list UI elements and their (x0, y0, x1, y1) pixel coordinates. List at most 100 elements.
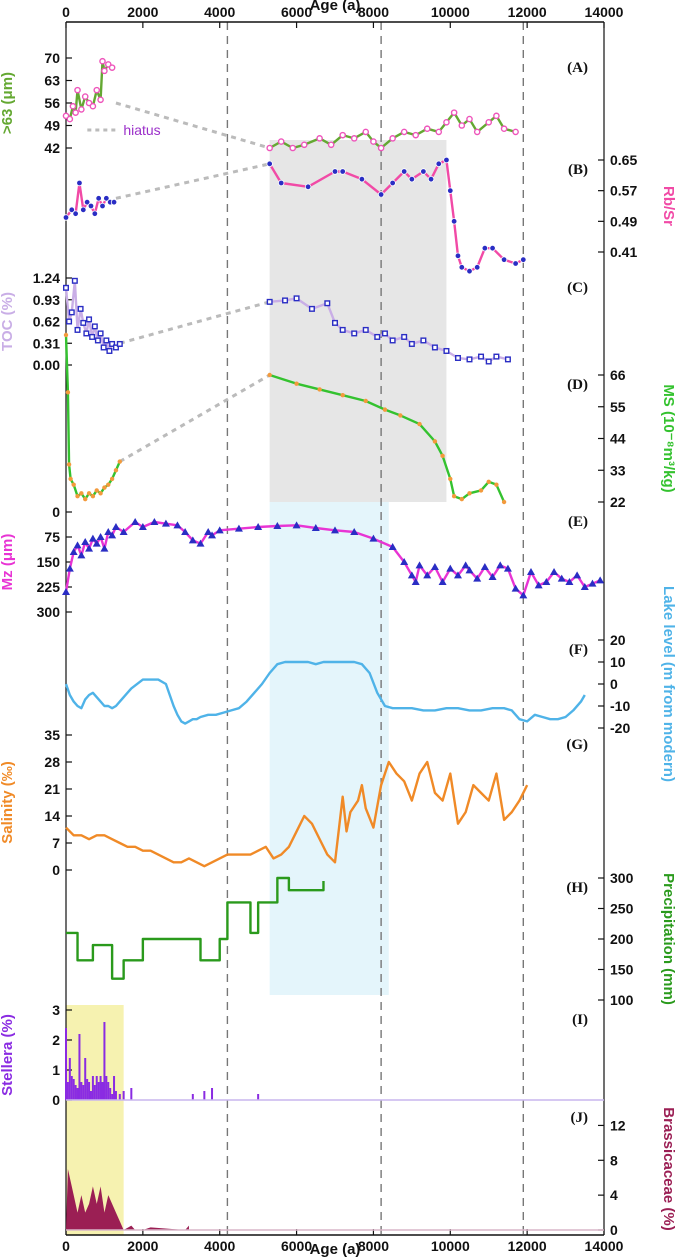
panel-E-point-0-60 (580, 583, 589, 590)
panel-E-point-0-48 (488, 573, 497, 580)
panel-G-ytick-label-2: 21 (44, 781, 60, 797)
panel-D-point-0-13 (106, 482, 111, 487)
panel-C-point-0-9 (89, 333, 96, 340)
panel-A-point-1-0 (266, 144, 273, 152)
panel-A-point-1-20 (473, 128, 481, 136)
panel-E-point-0-26 (234, 524, 243, 532)
panel-E-point-0-5 (81, 538, 90, 545)
panel-E-point-0-11 (104, 528, 113, 535)
panel-E-point-0-1 (65, 564, 74, 572)
bottom-tick-label-2: 4000 (204, 1238, 235, 1254)
panel-F-ylabel: Lake level (m from modern) (660, 586, 677, 782)
panel-E-point-0-55 (542, 578, 551, 585)
panel-A-point-1-8 (362, 128, 370, 136)
panel-D-point-0-4 (71, 482, 76, 487)
panel-D-point-1-12 (459, 496, 465, 502)
panel-E-point-0-54 (534, 581, 543, 589)
panel-C-point-1-7 (351, 330, 358, 337)
panel-I-ytick-label-2: 1 (52, 1062, 60, 1078)
panel-H-label: (H) (566, 880, 588, 896)
panel-J-ytick-label-1: 8 (610, 1152, 618, 1168)
panel-A-point-1-15 (435, 128, 443, 136)
panel-E-point-0-46 (473, 574, 482, 582)
panel-H-ytick-label-3: 150 (610, 962, 634, 978)
panel-G-ylabel: Salinity (‰) (0, 761, 16, 844)
panel-E-point-0-33 (369, 534, 378, 542)
panel-A-point-1-2 (289, 144, 297, 152)
panel-B-point-0-10 (103, 195, 110, 202)
panel-C-point-1-5 (332, 319, 339, 326)
panel-A-point-0-2 (69, 102, 77, 110)
panel-J-ytick-label-2: 4 (610, 1187, 618, 1203)
panel-E-point-0-17 (150, 518, 159, 525)
panel-C-point-1-21 (493, 353, 500, 360)
panel-E-point-0-23 (204, 528, 213, 535)
panel-A-ytick-label-4: 42 (44, 140, 60, 156)
top-tick-label-1: 2000 (127, 4, 158, 20)
panel-D-point-1-13 (467, 491, 472, 496)
panel-E-point-0-7 (88, 534, 97, 542)
panel-B-point-1-10 (420, 168, 427, 175)
panel-B-point-1-12 (435, 160, 442, 168)
panel-D-ytick-label-0: 66 (610, 367, 626, 383)
panel-B-point-1-5 (358, 175, 366, 183)
panel-D-point-0-0 (63, 332, 69, 338)
panel-E-ytick-label-4: 300 (37, 604, 61, 620)
panel-C-ytick-label-1: 0.93 (33, 292, 60, 308)
panel-A-point-1-12 (400, 128, 408, 136)
panel-E-point-0-34 (388, 543, 397, 550)
panel-C-point-0-12 (97, 330, 104, 337)
panel-B-point-1-14 (447, 187, 454, 194)
panel-H-ytick-label-0: 300 (610, 870, 634, 886)
panel-A-label: (A) (567, 60, 588, 76)
panel-C-point-0-8 (86, 316, 93, 323)
panel-D-point-1-15 (486, 479, 491, 484)
panel-C-point-1-8 (362, 326, 369, 333)
panel-C-ylabel: TOC (%) (0, 292, 16, 351)
top-tick-label-3: 6000 (281, 4, 312, 20)
panel-E-point-0-2 (69, 548, 78, 555)
panel-C-point-1-15 (431, 344, 438, 351)
panel-A-point-1-24 (512, 128, 519, 136)
panel-C-point-1-19 (478, 353, 485, 360)
panel-C-point-0-7 (83, 330, 90, 337)
panel-D-point-0-14 (109, 476, 115, 482)
panel-C-point-1-16 (443, 347, 450, 354)
panel-G-ytick-label-4: 7 (52, 835, 60, 851)
panel-C-point-0-10 (91, 323, 98, 330)
panel-D-point-0-3 (68, 476, 73, 482)
panel-B-label: (B) (568, 162, 588, 178)
panel-A-point-1-17 (450, 109, 458, 116)
panel-A-point-1-3 (300, 141, 308, 149)
panel-A-point-1-18 (458, 122, 466, 129)
panel-B-point-1-21 (489, 244, 496, 252)
panel-E-point-0-18 (161, 519, 170, 527)
panel-D-label: (D) (567, 377, 588, 393)
top-tick-label-5: 10000 (431, 4, 470, 20)
panel-D-point-1-11 (451, 494, 457, 499)
panel-E-point-0-28 (273, 522, 282, 529)
panel-A-point-0-3 (72, 109, 79, 116)
panel-A-point-1-14 (423, 125, 431, 133)
panel-D-point-1-17 (501, 499, 507, 505)
panel-C-point-1-2 (293, 295, 300, 302)
panel-D-point-1-2 (317, 387, 322, 392)
top-tick-label-2: 4000 (204, 4, 235, 20)
panel-D-series-0-line (64, 334, 121, 501)
panel-A-hiatus-gap (115, 101, 271, 150)
panel-C-point-0-5 (77, 305, 84, 312)
panel-E-point-0-6 (85, 544, 94, 552)
panel-D-point-0-7 (83, 496, 88, 502)
panel-J-area (66, 1169, 189, 1230)
panel-C-point-1-6 (339, 326, 346, 333)
panel-C-point-0-4 (74, 326, 81, 333)
panel-F-label: (F) (569, 642, 588, 658)
panel-D-point-1-4 (363, 398, 368, 404)
panel-E-point-0-50 (503, 564, 512, 572)
panel-A-point-1-6 (339, 131, 346, 139)
panel-E-point-0-3 (73, 541, 82, 549)
panel-C-ytick-label-0: 1.24 (33, 270, 60, 286)
panel-B-point-1-13 (443, 156, 450, 164)
refline-layer (226, 22, 524, 1235)
panel-E-point-0-21 (188, 536, 197, 544)
